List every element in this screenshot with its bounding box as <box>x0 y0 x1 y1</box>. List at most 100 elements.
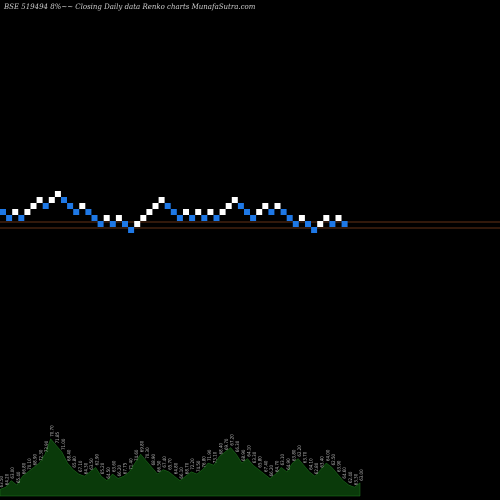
volume-label: 64.10 <box>308 458 313 470</box>
volume-label: 65.40 <box>16 471 21 483</box>
volume-label: 68.40 <box>67 449 72 461</box>
volume-label: 74.60 <box>134 449 139 461</box>
volume-label: 64.80 <box>173 462 178 474</box>
renko-brick-up <box>115 215 122 221</box>
volume-label: 69.80 <box>140 440 145 452</box>
volume-label: 71.90 <box>207 449 212 461</box>
renko-brick-down <box>85 209 92 215</box>
volume-label: 62.50 <box>331 453 336 465</box>
volume-label: 64.70 <box>275 460 280 472</box>
volume-label: 71.40 <box>128 458 133 470</box>
volume-label: 66.10 <box>179 467 184 479</box>
volume-label: 66.20 <box>117 464 122 476</box>
volume-label: 67.20 <box>230 434 235 446</box>
renko-brick-up <box>262 203 269 209</box>
renko-brick-down <box>176 215 183 221</box>
renko-brick-down <box>122 221 128 227</box>
renko-brick-down <box>329 221 336 227</box>
renko-brick-up <box>158 197 165 203</box>
volume-label: 64.20 <box>5 473 10 485</box>
volume-label: 63.50 <box>89 458 94 470</box>
renko-brick-down <box>201 215 208 221</box>
renko-brick-up <box>12 209 19 215</box>
renko-brick-down <box>189 215 196 221</box>
volume-label: 63.40 <box>320 456 325 468</box>
renko-brick-up <box>103 215 110 221</box>
renko-brick-up <box>231 197 238 203</box>
volume-label: 64.30 <box>83 462 88 474</box>
renko-brick-up <box>48 197 55 203</box>
renko-brick-down <box>73 209 80 215</box>
renko-brick-down <box>280 209 287 215</box>
volume-label: 63.60 <box>112 460 117 472</box>
renko-brick-down <box>244 209 250 215</box>
renko-brick-up <box>195 209 202 215</box>
volume-label: 67.10 <box>78 460 83 472</box>
renko-brick-down <box>213 215 220 221</box>
volume-label: 65.70 <box>168 458 173 470</box>
volume-label: 73.10 <box>213 451 218 463</box>
volume-label: 63.50 <box>0 475 4 487</box>
volume-label: 71.00 <box>61 438 66 450</box>
volume-label: 63.00 <box>359 469 364 481</box>
renko-brick-down <box>170 209 177 215</box>
volume-label: 62.80 <box>314 462 319 474</box>
renko-brick-up <box>335 215 342 221</box>
volume-label: 68.90 <box>241 449 246 461</box>
volume-label: 64.10 <box>247 445 252 457</box>
volume-label: 62.90 <box>95 453 100 465</box>
renko-brick-up <box>36 197 43 203</box>
volume-label: 73.90 <box>44 440 49 452</box>
volume-label: 66.30 <box>235 440 240 452</box>
volume-label: 63.30 <box>353 473 358 485</box>
renko-brick-up <box>274 203 281 209</box>
volume-label: 65.80 <box>258 456 263 468</box>
renko-brick-up <box>79 203 86 209</box>
volume-label: 64.60 <box>342 467 347 479</box>
renko-brick-up <box>152 203 159 209</box>
volume-label: 63.30 <box>252 451 257 463</box>
volume-label: 65.80 <box>72 456 77 468</box>
volume-label: 70.30 <box>145 447 150 459</box>
renko-brick-up <box>256 209 263 215</box>
renko-brick-down <box>237 203 244 209</box>
renko-brick-down <box>250 215 257 221</box>
renko-brick-down <box>128 227 135 233</box>
volume-area <box>0 438 361 497</box>
renko-brick-down <box>286 215 293 221</box>
renko-brick-down <box>268 209 275 215</box>
renko-brick-up <box>24 209 31 215</box>
volume-label: 63.00 <box>10 467 15 479</box>
volume-label: 67.40 <box>162 456 167 468</box>
chart-title: BSE 519494 8%~~ Closing Daily data Renko… <box>3 3 256 11</box>
renko-brick-down <box>0 209 6 215</box>
renko-brick-down <box>292 221 299 227</box>
renko-brick-up <box>317 221 324 227</box>
volume-label: 66.20 <box>269 464 274 476</box>
renko-brick-up <box>219 209 226 215</box>
volume-label: 63.80 <box>292 449 297 461</box>
renko-brick-up <box>207 209 214 215</box>
volume-label: 70.10 <box>27 458 32 470</box>
volume-label: 69.70 <box>224 438 229 450</box>
volume-label: 67.40 <box>263 460 268 472</box>
volume-label: 76.80 <box>202 456 207 468</box>
volume-label: 68.70 <box>185 462 190 474</box>
volume-label: 72.20 <box>190 458 195 470</box>
renko-bricks <box>0 191 348 233</box>
renko-brick-down <box>18 215 25 221</box>
volume-label: 66.50 <box>157 460 162 472</box>
renko-brick-up <box>298 215 305 221</box>
volume-label: 68.40 <box>218 442 223 454</box>
renko-brick-down <box>67 203 74 209</box>
renko-brick-down <box>341 221 348 227</box>
renko-brick-down <box>91 215 98 221</box>
volume-label: 62.20 <box>297 445 302 457</box>
volume-label: 70.70 <box>50 425 55 437</box>
renko-brick-down <box>109 221 116 227</box>
renko-brick-down <box>6 215 13 221</box>
volume-label: 64.00 <box>325 449 330 461</box>
volume-label: 68.90 <box>33 453 38 465</box>
